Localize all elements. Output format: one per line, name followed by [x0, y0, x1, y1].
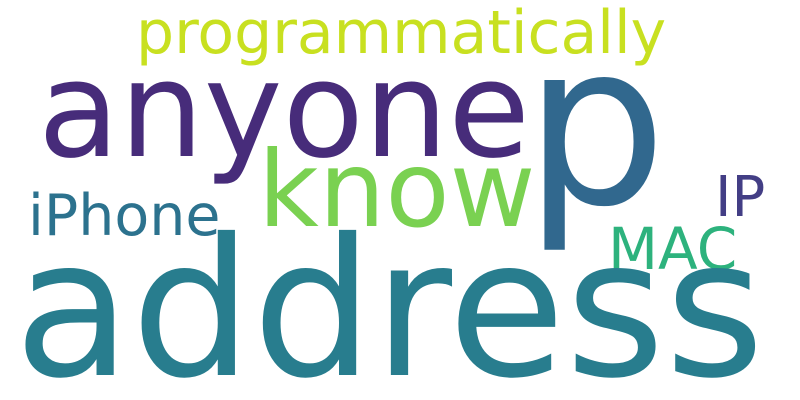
word-mac: MAC	[608, 215, 738, 283]
word-address: address	[14, 199, 765, 400]
word-ip: IP	[715, 165, 766, 230]
word-programmatically: programmatically	[136, 0, 667, 68]
word-know: know	[258, 129, 536, 251]
word-anyone: anyone	[38, 34, 530, 188]
word-p: p	[524, 0, 667, 257]
word-iphone: iPhone	[28, 183, 221, 249]
